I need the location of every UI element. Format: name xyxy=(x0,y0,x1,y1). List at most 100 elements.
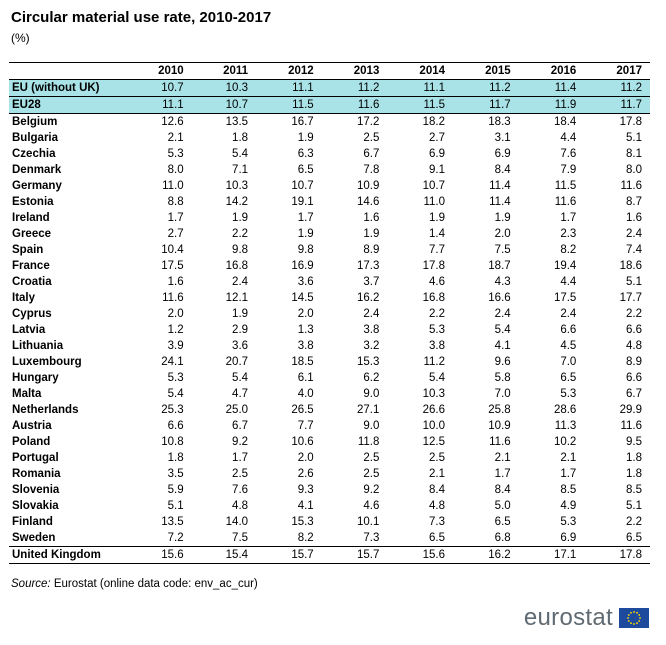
flag-star xyxy=(636,622,638,625)
value-cell: 9.1 xyxy=(429,164,446,176)
value-cell: 1.9 xyxy=(232,212,249,224)
year-header: 2012 xyxy=(256,62,322,80)
value-cell: 10.7 xyxy=(126,79,192,97)
value-cell: 3.1 xyxy=(494,132,511,144)
value-cell: 4.7 xyxy=(232,388,249,400)
value-cell: 1.8 xyxy=(232,132,249,144)
value-cell: 11.5 xyxy=(387,96,454,114)
value-cell: 10.7 xyxy=(291,180,314,192)
table-row: Malta 5.4 4.7 4.0 9.0 10.3 7.0 5.3 6.7 xyxy=(9,386,650,402)
value-cell: 16.8 xyxy=(422,292,446,304)
value-cell: 5.1 xyxy=(626,132,642,144)
value-cell: 8.0 xyxy=(167,164,184,176)
value-cell: 2.2 xyxy=(626,516,642,528)
value-cell: 1.9 xyxy=(232,308,249,320)
header-corner xyxy=(9,62,126,80)
value-cell: 7.5 xyxy=(494,244,511,256)
value-cell: 11.1 xyxy=(256,79,322,97)
row-label: Austria xyxy=(12,420,52,432)
value-cell: 2.0 xyxy=(297,452,314,464)
table-row: United Kingdom 15.6 15.4 15.7 15.7 15.6 16.2 17… xyxy=(9,546,650,564)
value-cell: 11.3 xyxy=(554,420,577,432)
value-cell: 9.8 xyxy=(297,244,314,256)
value-cell: 11.0 xyxy=(162,180,184,192)
table-row: EU (without UK) 10.7 10.3 11.1 11.2 11.1 11.2 1… xyxy=(9,79,650,97)
value-cell: 2.1 xyxy=(429,468,446,480)
value-cell: 8.2 xyxy=(297,532,314,544)
table-row: Croatia 1.6 2.4 3.6 3.7 4.6 4.3 4.4 5.1 xyxy=(9,274,650,290)
value-cell: 15.7 xyxy=(256,546,322,564)
table-row: Finland 13.5 14.0 15.3 10.1 7.3 6.5 5.3 2.2 xyxy=(9,514,650,530)
value-cell: 3.5 xyxy=(167,468,184,480)
row-label: Greece xyxy=(12,228,52,240)
value-cell: 8.1 xyxy=(626,148,642,160)
row-label: Lithuania xyxy=(12,340,64,352)
value-cell: 8.9 xyxy=(363,244,380,256)
value-cell: 1.2 xyxy=(167,324,184,336)
value-cell: 11.6 xyxy=(554,196,577,208)
value-cell: 12.5 xyxy=(422,436,446,448)
value-cell: 17.5 xyxy=(553,292,577,304)
value-cell: 8.2 xyxy=(560,244,577,256)
year-header: 2016 xyxy=(518,62,585,80)
flag-star xyxy=(633,623,635,625)
value-cell: 4.6 xyxy=(429,276,446,288)
value-cell: 17.8 xyxy=(584,546,650,564)
value-cell: 7.6 xyxy=(560,148,577,160)
value-cell: 3.8 xyxy=(297,340,314,352)
table-unit: (%) xyxy=(11,31,30,45)
row-label: Netherlands xyxy=(12,404,79,416)
value-cell: 9.2 xyxy=(363,484,380,496)
value-cell: 7.8 xyxy=(363,164,380,176)
value-cell: 8.9 xyxy=(626,356,642,368)
value-cell: 4.3 xyxy=(494,276,511,288)
value-cell: 16.2 xyxy=(453,546,519,564)
table-row: Estonia 8.8 14.2 19.1 14.6 11.0 11.4 11.6 8.7 xyxy=(9,194,650,210)
row-label: Denmark xyxy=(12,164,62,176)
row-label: Croatia xyxy=(12,276,52,288)
value-cell: 8.5 xyxy=(626,484,642,496)
value-cell: 2.5 xyxy=(429,452,446,464)
value-cell: 6.5 xyxy=(429,532,446,544)
table-row: Italy 11.6 12.1 14.5 16.2 16.8 16.6 17.5 17.7 xyxy=(9,290,650,306)
row-label: Estonia xyxy=(12,196,54,208)
flag-star xyxy=(633,611,635,613)
year-header: 2011 xyxy=(191,62,257,80)
value-cell: 15.4 xyxy=(191,546,257,564)
value-cell: 7.3 xyxy=(363,532,380,544)
value-cell: 11.4 xyxy=(489,180,511,192)
flag-star xyxy=(630,611,632,614)
value-cell: 8.7 xyxy=(626,196,642,208)
value-cell: 14.5 xyxy=(291,292,314,304)
value-cell: 17.7 xyxy=(619,292,642,304)
value-cell: 1.6 xyxy=(626,212,642,224)
value-cell: 3.6 xyxy=(232,340,249,352)
row-label: Belgium xyxy=(12,116,58,128)
table-row: France 17.5 16.8 16.9 17.3 17.8 18.7 19.4 18.6 xyxy=(9,258,650,274)
value-cell: 11.4 xyxy=(518,79,585,97)
value-cell: 2.0 xyxy=(494,228,511,240)
value-cell: 6.5 xyxy=(560,372,577,384)
value-cell: 1.6 xyxy=(363,212,380,224)
table-row: Greece 2.7 2.2 1.9 1.9 1.4 2.0 2.3 2.4 xyxy=(9,226,650,242)
value-cell: 7.7 xyxy=(429,244,446,256)
value-cell: 11.5 xyxy=(256,96,322,114)
value-cell: 7.2 xyxy=(167,532,184,544)
eu-flag-icon xyxy=(619,608,649,628)
value-cell: 6.5 xyxy=(297,164,314,176)
row-label: Ireland xyxy=(12,212,50,224)
value-cell: 6.2 xyxy=(363,372,380,384)
table-row: Spain 10.4 9.8 9.8 8.9 7.7 7.5 8.2 7.4 xyxy=(9,242,650,258)
value-cell: 3.8 xyxy=(363,324,380,336)
year-header: 2014 xyxy=(387,62,454,80)
flag-star xyxy=(630,622,632,625)
value-cell: 9.3 xyxy=(297,484,314,496)
table-row: Cyprus 2.0 1.9 2.0 2.4 2.2 2.4 2.4 2.2 xyxy=(9,306,650,322)
value-cell: 1.7 xyxy=(167,212,184,224)
year-header: 2015 xyxy=(453,62,519,80)
table-row: Portugal 1.8 1.7 2.0 2.5 2.5 2.1 2.1 1.8 xyxy=(9,450,650,466)
row-label: Poland xyxy=(12,436,51,448)
value-cell: 7.0 xyxy=(560,356,577,368)
value-cell: 17.8 xyxy=(619,116,642,128)
table-row: Netherlands 25.3 25.0 26.5 27.1 26.6 25.8 28.6 2… xyxy=(9,402,650,418)
